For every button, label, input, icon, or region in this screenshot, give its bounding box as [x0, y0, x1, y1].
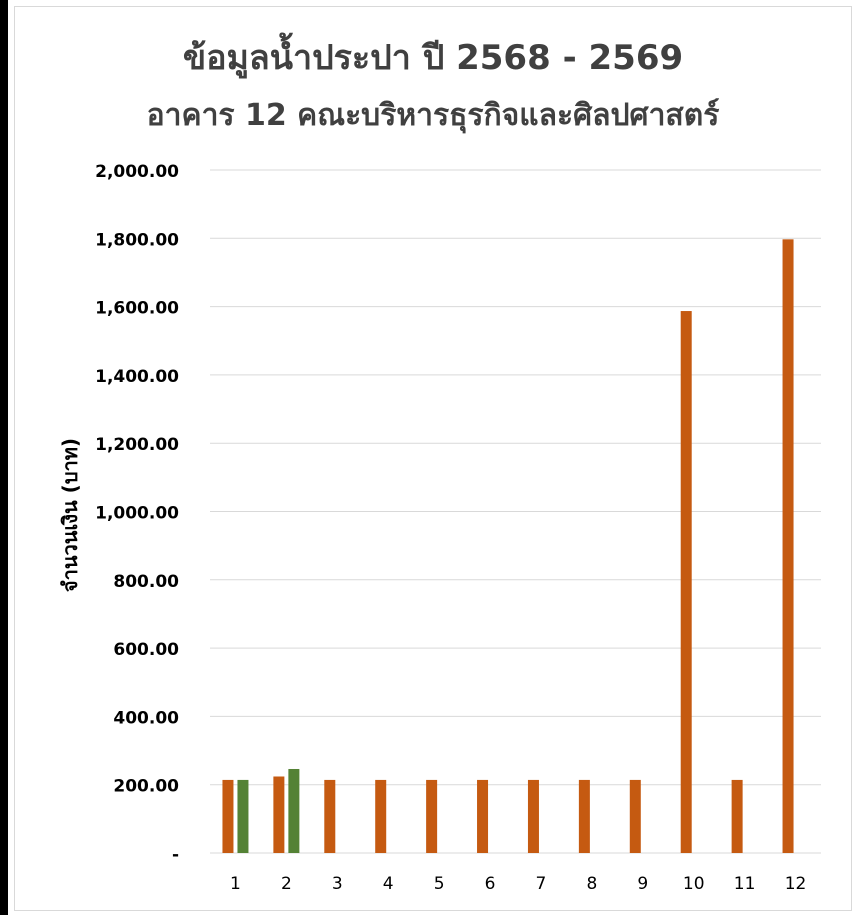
- bar: [731, 779, 743, 853]
- bar: [426, 779, 438, 853]
- y-tick-label: 600.00: [113, 640, 179, 660]
- bar: [527, 779, 539, 853]
- bar: [324, 779, 336, 853]
- bar: [782, 239, 794, 854]
- chart-subtitle: อาคาร 12 คณะบริหารธุรกิจและศิลปศาสตร์: [146, 98, 720, 133]
- chart-title-thai: ข้อมูลน้ำประปา ปี: [182, 38, 457, 78]
- bar: [578, 779, 590, 853]
- y-tick-label: -: [172, 845, 179, 865]
- chart-frame: [14, 6, 852, 911]
- y-tick-label: 1,000.00: [95, 504, 179, 524]
- bar: [375, 779, 387, 853]
- y-tick-label: 1,600.00: [95, 299, 179, 319]
- x-tick-label: 12: [785, 874, 807, 894]
- bar: [629, 779, 641, 853]
- bar: [680, 311, 692, 853]
- x-tick-label: 11: [734, 874, 756, 894]
- x-tick-label: 10: [683, 874, 705, 894]
- y-tick-label: 1,800.00: [95, 230, 179, 250]
- y-tick-label: 200.00: [113, 777, 179, 797]
- x-tick-label: 7: [536, 874, 547, 894]
- bar: [273, 776, 285, 853]
- y-tick-label: 1,400.00: [95, 367, 179, 387]
- x-tick-label: 9: [637, 874, 648, 894]
- chart-title-years: 2568 - 2569: [456, 38, 684, 78]
- bar: [222, 779, 234, 853]
- x-tick-label: 6: [485, 874, 496, 894]
- y-tick-label: 2,000.00: [95, 162, 179, 182]
- chart-title: ข้อมูลน้ำประปา ปี 2568 - 2569: [14, 36, 852, 80]
- x-tick-label: 8: [586, 874, 597, 894]
- left-border-rule: [0, 0, 8, 915]
- y-tick-label: 400.00: [113, 708, 179, 728]
- x-tick-label: 1: [230, 874, 241, 894]
- y-tick-label: 1,200.00: [95, 435, 179, 455]
- bar: [237, 779, 249, 853]
- y-tick-label: 800.00: [113, 572, 179, 592]
- bar: [288, 768, 300, 853]
- x-tick-label: 5: [434, 874, 445, 894]
- x-tick-label: 2: [281, 874, 292, 894]
- x-tick-label: 4: [383, 874, 394, 894]
- bar: [477, 779, 489, 853]
- x-tick-label: 3: [332, 874, 343, 894]
